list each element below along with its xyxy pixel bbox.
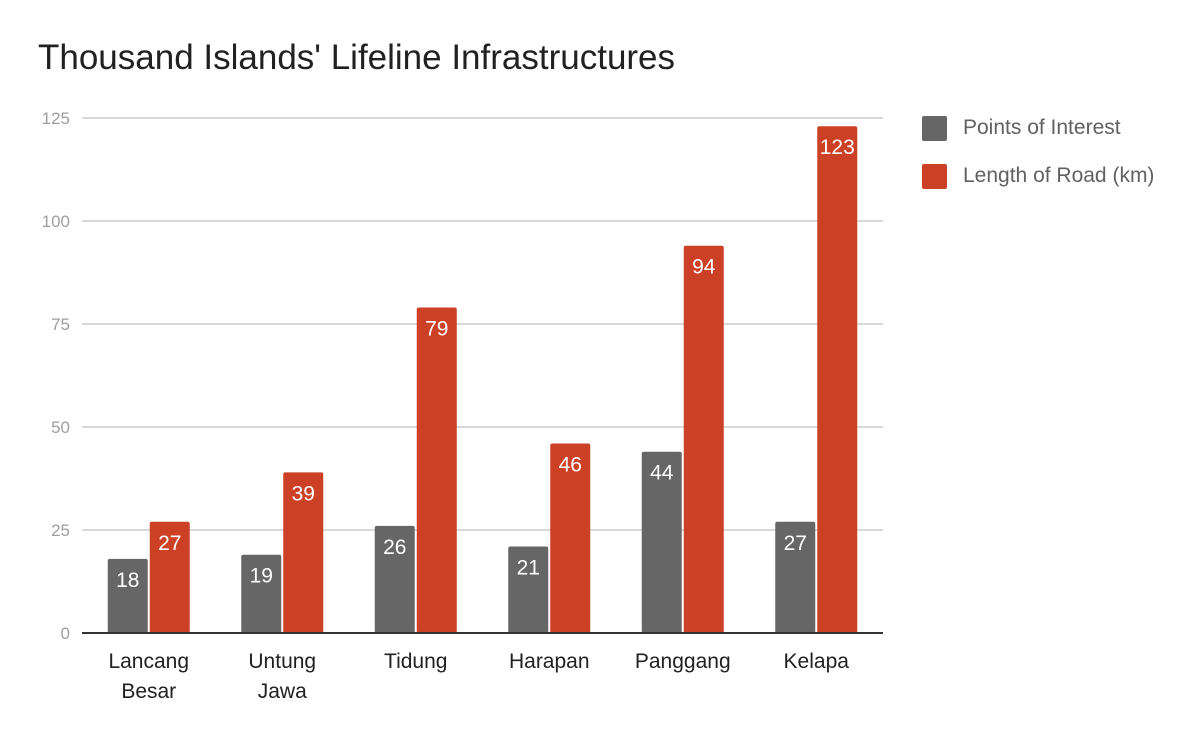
x-tick-label: Besar: [121, 680, 176, 703]
data-label: 44: [650, 462, 674, 485]
y-tick-label: 100: [42, 212, 70, 231]
y-tick-label: 125: [42, 109, 70, 128]
bar: [149, 521, 190, 633]
legend-swatch-points-of-interest: [922, 115, 947, 141]
bar: [683, 245, 724, 633]
bar: [550, 443, 591, 633]
x-tick-label: Kelapa: [784, 650, 850, 673]
legend-item-points-of-interest: Points of Interest: [922, 104, 1154, 152]
legend-item-length-of-road: Length of Road (km): [922, 152, 1154, 200]
data-label: 26: [383, 536, 406, 559]
bar: [374, 525, 415, 633]
x-tick-label: Lancang: [108, 650, 189, 673]
data-label: 46: [559, 453, 582, 476]
y-tick-label: 25: [51, 521, 70, 540]
bar: [508, 546, 549, 633]
x-tick-label: Panggang: [635, 650, 731, 673]
data-label: 79: [425, 318, 448, 341]
x-tick-label: Jawa: [258, 680, 307, 703]
legend: Points of Interest Length of Road (km): [922, 104, 1154, 200]
y-tick-label: 0: [61, 624, 70, 643]
x-tick-label: Untung: [248, 650, 316, 673]
legend-label-points-of-interest: Points of Interest: [963, 116, 1121, 139]
y-tick-label: 50: [51, 418, 70, 437]
y-tick-label: 75: [51, 315, 70, 334]
data-label: 123: [820, 136, 855, 159]
data-label: 19: [250, 565, 273, 588]
legend-swatch-length-of-road: [922, 163, 947, 189]
data-label: 21: [517, 556, 540, 579]
data-label: 94: [692, 256, 716, 279]
x-tick-label: Tidung: [384, 650, 447, 673]
bar: [817, 126, 858, 634]
bar: [416, 307, 457, 633]
data-label: 39: [292, 482, 315, 505]
data-label: 27: [158, 532, 181, 555]
bar: [241, 554, 282, 633]
legend-label-length-of-road: Length of Road (km): [963, 164, 1155, 187]
chart-title: Thousand Islands' Lifeline Infrastructur…: [38, 38, 676, 77]
bar: [107, 558, 148, 633]
data-label: 27: [784, 532, 807, 555]
x-tick-label: Harapan: [509, 650, 590, 673]
bar: [641, 451, 682, 633]
bar: [283, 472, 324, 633]
data-label: 18: [116, 569, 139, 592]
bar: [775, 521, 816, 633]
